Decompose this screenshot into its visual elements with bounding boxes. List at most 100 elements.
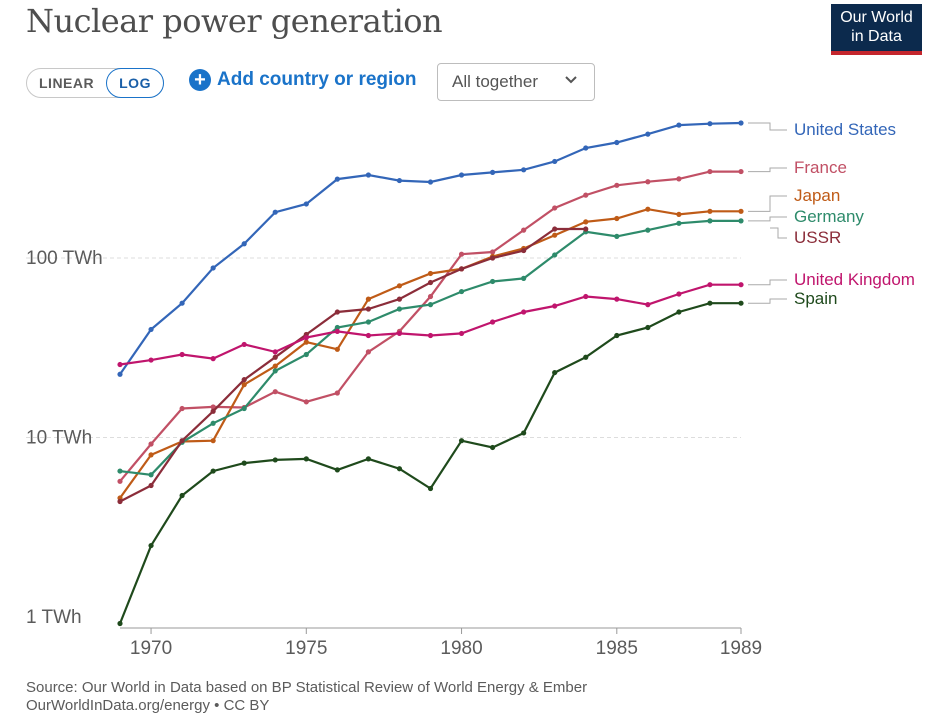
legend-label-france: France — [794, 158, 847, 177]
data-point-ussr — [334, 309, 340, 315]
data-point-france — [707, 168, 713, 175]
line-chart: 1 TWh 10 TWh 100 TWh 1970 1975 1980 1985 1989 Un… — [26, 120, 915, 659]
data-point-spain — [676, 309, 682, 315]
data-point-spain — [490, 444, 496, 451]
data-point-ussr — [365, 306, 371, 312]
data-point-spain — [552, 369, 558, 376]
linear-scale-button[interactable]: LINEAR — [39, 75, 95, 91]
data-point-france — [148, 441, 154, 447]
legend-connector-spain — [748, 298, 787, 304]
data-point-germany — [676, 220, 682, 226]
data-point-united-states — [396, 177, 403, 184]
data-point-united-kingdom — [583, 293, 589, 300]
data-point-spain — [427, 485, 434, 492]
y-tick-label: 1 TWh — [26, 607, 82, 628]
data-point-japan — [334, 346, 340, 352]
data-point-france — [583, 192, 589, 198]
log-scale-button[interactable]: LOG — [106, 68, 164, 98]
data-point-united-kingdom — [241, 341, 247, 348]
data-point-japan — [676, 211, 682, 217]
data-point-united-states — [334, 176, 340, 182]
data-point-japan — [210, 438, 216, 444]
logo-line-1: Our World — [840, 9, 913, 26]
data-point-germany — [365, 319, 371, 325]
data-point-united-kingdom — [272, 349, 278, 355]
data-point-united-states — [552, 158, 558, 165]
data-point-united-kingdom — [490, 319, 496, 325]
data-point-united-states — [303, 201, 309, 207]
x-tick-label: 1980 — [440, 638, 482, 659]
data-point-united-kingdom — [179, 351, 185, 358]
data-point-spain — [241, 460, 247, 466]
legend-label-united-states: United States — [794, 120, 896, 139]
data-point-ussr — [396, 296, 403, 302]
data-point-germany — [210, 420, 216, 426]
facet-select[interactable]: All together — [437, 63, 595, 101]
data-point-ussr — [583, 226, 589, 232]
source-url[interactable]: OurWorldInData.org/energy • CC BY — [26, 697, 270, 714]
data-point-spain — [365, 456, 371, 462]
data-point-ussr — [210, 408, 216, 414]
data-point-spain — [148, 542, 154, 549]
data-point-france — [490, 249, 496, 255]
data-point-spain — [272, 457, 278, 463]
data-point-united-kingdom — [738, 282, 744, 288]
data-point-france — [521, 227, 527, 233]
y-tick-label: 100 TWh — [26, 248, 103, 269]
data-point-spain — [396, 466, 403, 472]
data-point-united-states — [117, 371, 123, 377]
add-country-button[interactable]: + Add country or region — [189, 69, 417, 91]
data-point-germany — [521, 275, 527, 281]
data-point-united-states — [614, 139, 620, 146]
data-point-ussr — [490, 255, 496, 261]
data-point-united-states — [707, 121, 713, 127]
data-point-germany — [396, 306, 403, 312]
data-point-united-kingdom — [707, 282, 713, 288]
data-point-united-states — [645, 131, 651, 137]
facet-select-value: All together — [452, 72, 538, 91]
data-point-spain — [583, 354, 589, 360]
data-point-germany — [148, 472, 154, 478]
logo-line-2: in Data — [851, 28, 902, 45]
legend-connector-france — [748, 167, 787, 173]
data-point-spain — [210, 468, 216, 474]
data-point-germany — [427, 302, 434, 308]
data-point-united-kingdom — [303, 335, 309, 341]
owid-logo[interactable]: Our World in Data — [831, 4, 922, 55]
data-point-spain — [614, 332, 620, 339]
legend-label-spain: Spain — [794, 289, 837, 308]
data-point-ussr — [117, 498, 123, 505]
data-point-united-kingdom — [117, 361, 123, 368]
data-point-united-states — [241, 241, 247, 247]
x-tick-label: 1970 — [130, 638, 172, 659]
data-point-france — [645, 179, 651, 185]
y-tick-label: 10 TWh — [26, 428, 92, 449]
data-point-germany — [707, 218, 713, 224]
series-line-japan — [119, 208, 741, 499]
data-point-france — [365, 349, 371, 355]
data-point-united-kingdom — [676, 291, 682, 297]
data-point-united-states — [427, 179, 434, 185]
data-point-france — [458, 251, 465, 257]
data-point-france — [117, 478, 123, 484]
add-country-label: Add country or region — [217, 69, 417, 90]
data-point-ussr — [179, 438, 185, 444]
plus-circle-icon: + — [189, 69, 211, 91]
data-point-france — [272, 389, 278, 395]
scale-toggle: LINEAR LOG — [26, 68, 164, 98]
x-tick-label: 1975 — [285, 638, 327, 659]
chart-footer: Source: Our World in Data based on BP St… — [26, 679, 587, 715]
data-point-united-kingdom — [645, 302, 651, 308]
legend-connector-united-states — [748, 122, 787, 131]
data-point-germany — [303, 351, 309, 358]
data-point-japan — [738, 208, 744, 214]
data-point-france — [179, 405, 185, 412]
data-point-united-states — [676, 122, 682, 128]
data-point-spain — [334, 467, 340, 473]
data-point-france — [334, 390, 340, 396]
data-point-germany — [334, 324, 340, 331]
data-point-japan — [241, 382, 247, 388]
data-point-japan — [707, 208, 713, 214]
data-point-france — [303, 399, 309, 405]
legend-connector-japan — [748, 195, 787, 212]
